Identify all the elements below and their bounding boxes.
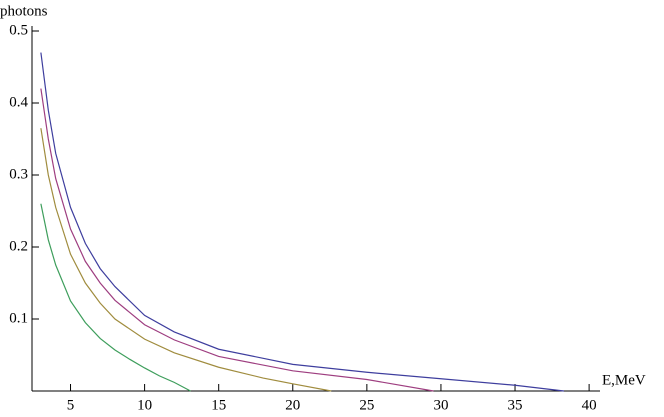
y-axis-label: photons bbox=[0, 3, 48, 19]
y-tick-label: 0.4 bbox=[9, 94, 28, 110]
series-line bbox=[40, 52, 564, 392]
x-tick-label: 5 bbox=[67, 397, 75, 413]
x-tick-label: 25 bbox=[359, 397, 374, 413]
y-tick-label: 0.5 bbox=[9, 22, 28, 38]
x-tick-label: 40 bbox=[582, 397, 597, 413]
x-tick-label: 30 bbox=[433, 397, 448, 413]
y-tick-label: 0.3 bbox=[9, 166, 28, 182]
x-tick-label: 15 bbox=[211, 397, 226, 413]
x-tick-label: 20 bbox=[285, 397, 300, 413]
x-axis-label: E,MeV bbox=[602, 372, 646, 388]
series-line bbox=[40, 128, 332, 392]
y-tick-label: 0.1 bbox=[9, 310, 28, 326]
y-tick-label: 0.2 bbox=[9, 238, 28, 254]
series-line bbox=[40, 203, 191, 392]
series-line bbox=[40, 88, 434, 392]
x-tick-label: 35 bbox=[508, 397, 523, 413]
x-tick-label: 10 bbox=[137, 397, 152, 413]
